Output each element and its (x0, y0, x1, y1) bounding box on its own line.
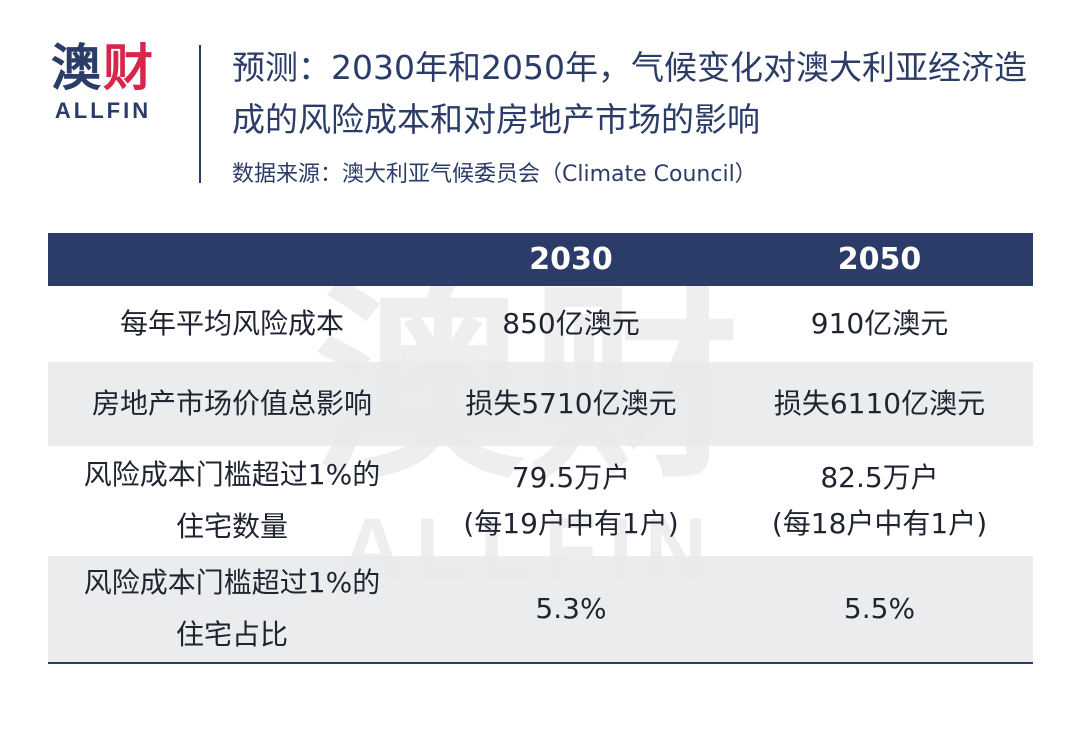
header-divider (199, 45, 201, 183)
page-title: 预测：2030年和2050年，气候变化对澳大利亚经济造成的风险成本和对房地产市场… (232, 48, 1027, 139)
row-label: 每年平均风险成本 (48, 298, 416, 350)
cell-2050: 5.5% (726, 586, 1033, 632)
cell-line: 82.5万户 (820, 461, 939, 494)
header-2050: 2050 (837, 242, 922, 277)
row-label-line: 住宅数量 (175, 510, 288, 543)
row-label-line: 住宅占比 (175, 618, 288, 651)
table-row: 风险成本门槛超过1%的 住宅占比 5.3% 5.5% (48, 556, 1033, 662)
cell-line: 损失5710亿澳元 (465, 387, 677, 420)
cell-line: (每18户中有1户) (771, 507, 988, 540)
data-source: 数据来源：澳大利亚气候委员会（Climate Council） (232, 162, 757, 187)
row-label: 风险成本门槛超过1%的 住宅数量 (48, 449, 416, 553)
header-2030: 2030 (529, 242, 613, 277)
cell-2030: 5.3% (416, 586, 726, 632)
row-label-line: 风险成本门槛超过1%的 (83, 458, 381, 491)
table-row: 每年平均风险成本 850亿澳元 910亿澳元 (48, 286, 1033, 362)
logo-cn: 澳财 (42, 40, 164, 96)
table-row: 房地产市场价值总影响 损失5710亿澳元 损失6110亿澳元 (48, 362, 1033, 446)
row-label-line: 风险成本门槛超过1%的 (83, 566, 381, 599)
cell-line: 5.3% (535, 592, 607, 625)
row-label: 房地产市场价值总影响 (48, 378, 416, 430)
table-header: 2030 2050 (48, 233, 1033, 286)
cell-line: 850亿澳元 (502, 307, 640, 340)
table-bottom-rule (48, 662, 1033, 664)
forecast-table: 2030 2050 每年平均风险成本 850亿澳元 910亿澳元 房地产市场价值… (48, 233, 1033, 664)
logo-cn-left: 澳 (51, 39, 103, 97)
row-label-line: 每年平均风险成本 (119, 307, 344, 340)
cell-2050: 损失6110亿澳元 (726, 381, 1033, 427)
allfin-logo: 澳财 ALLFIN (42, 40, 164, 124)
cell-line: 5.5% (843, 592, 916, 625)
cell-2050: 82.5万户 (每18户中有1户) (726, 455, 1033, 547)
logo-cn-right: 财 (103, 39, 155, 97)
cell-2030: 850亿澳元 (416, 301, 726, 347)
cell-2030: 损失5710亿澳元 (416, 381, 726, 427)
cell-line: (每19户中有1户) (463, 507, 679, 540)
cell-2050: 910亿澳元 (726, 301, 1033, 347)
row-label-line: 房地产市场价值总影响 (91, 387, 372, 420)
cell-line: 79.5万户 (511, 461, 631, 494)
row-label: 风险成本门槛超过1%的 住宅占比 (48, 557, 416, 661)
cell-line: 910亿澳元 (810, 307, 949, 340)
table-row: 风险成本门槛超过1%的 住宅数量 79.5万户 (每19户中有1户) 82.5万… (48, 446, 1033, 556)
logo-en: ALLFIN (54, 98, 152, 123)
cell-2030: 79.5万户 (每19户中有1户) (416, 455, 726, 547)
cell-line: 损失6110亿澳元 (773, 387, 986, 420)
